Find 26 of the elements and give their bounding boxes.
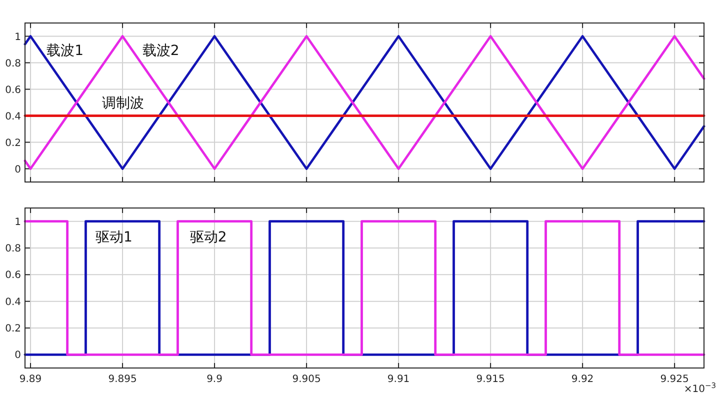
x-tick-label: 9.89 bbox=[19, 374, 42, 385]
y-tick-label: 1 bbox=[14, 216, 21, 228]
y-tick-label: 0.2 bbox=[5, 324, 21, 334]
line-series bbox=[24, 35, 706, 170]
y-tick-label: 0.6 bbox=[5, 270, 21, 282]
x-tick-label: 9.92 bbox=[571, 374, 594, 385]
x-tick-label: 9.905 bbox=[292, 374, 321, 385]
y-tick-label: 0.8 bbox=[5, 244, 21, 254]
series-label: 驱动2 bbox=[190, 230, 227, 246]
y-tick-label: 0.8 bbox=[5, 58, 21, 70]
x-tick-label: 9.91 bbox=[387, 374, 410, 385]
series-label: 载波1 bbox=[46, 42, 84, 59]
series-label: 驱动1 bbox=[95, 230, 132, 246]
x-tick-label: 9.9 bbox=[206, 374, 222, 385]
y-tick-label: 0.4 bbox=[5, 296, 21, 308]
series-label: 载波2 bbox=[142, 42, 180, 59]
y-tick-label: 0 bbox=[14, 350, 21, 362]
y-tick-label: 1 bbox=[14, 32, 21, 43]
x-tick-label: 9.895 bbox=[108, 374, 137, 385]
y-tick-label: 0.2 bbox=[5, 138, 21, 149]
y-tick-label: 0 bbox=[14, 164, 21, 176]
series-label: 调制波 bbox=[102, 95, 144, 112]
y-tick-label: 0.4 bbox=[5, 111, 21, 122]
y-tick-label: 0.6 bbox=[5, 84, 21, 96]
x-tick-label: 9.915 bbox=[476, 374, 505, 385]
x-tick-label: 9.925 bbox=[660, 374, 689, 385]
